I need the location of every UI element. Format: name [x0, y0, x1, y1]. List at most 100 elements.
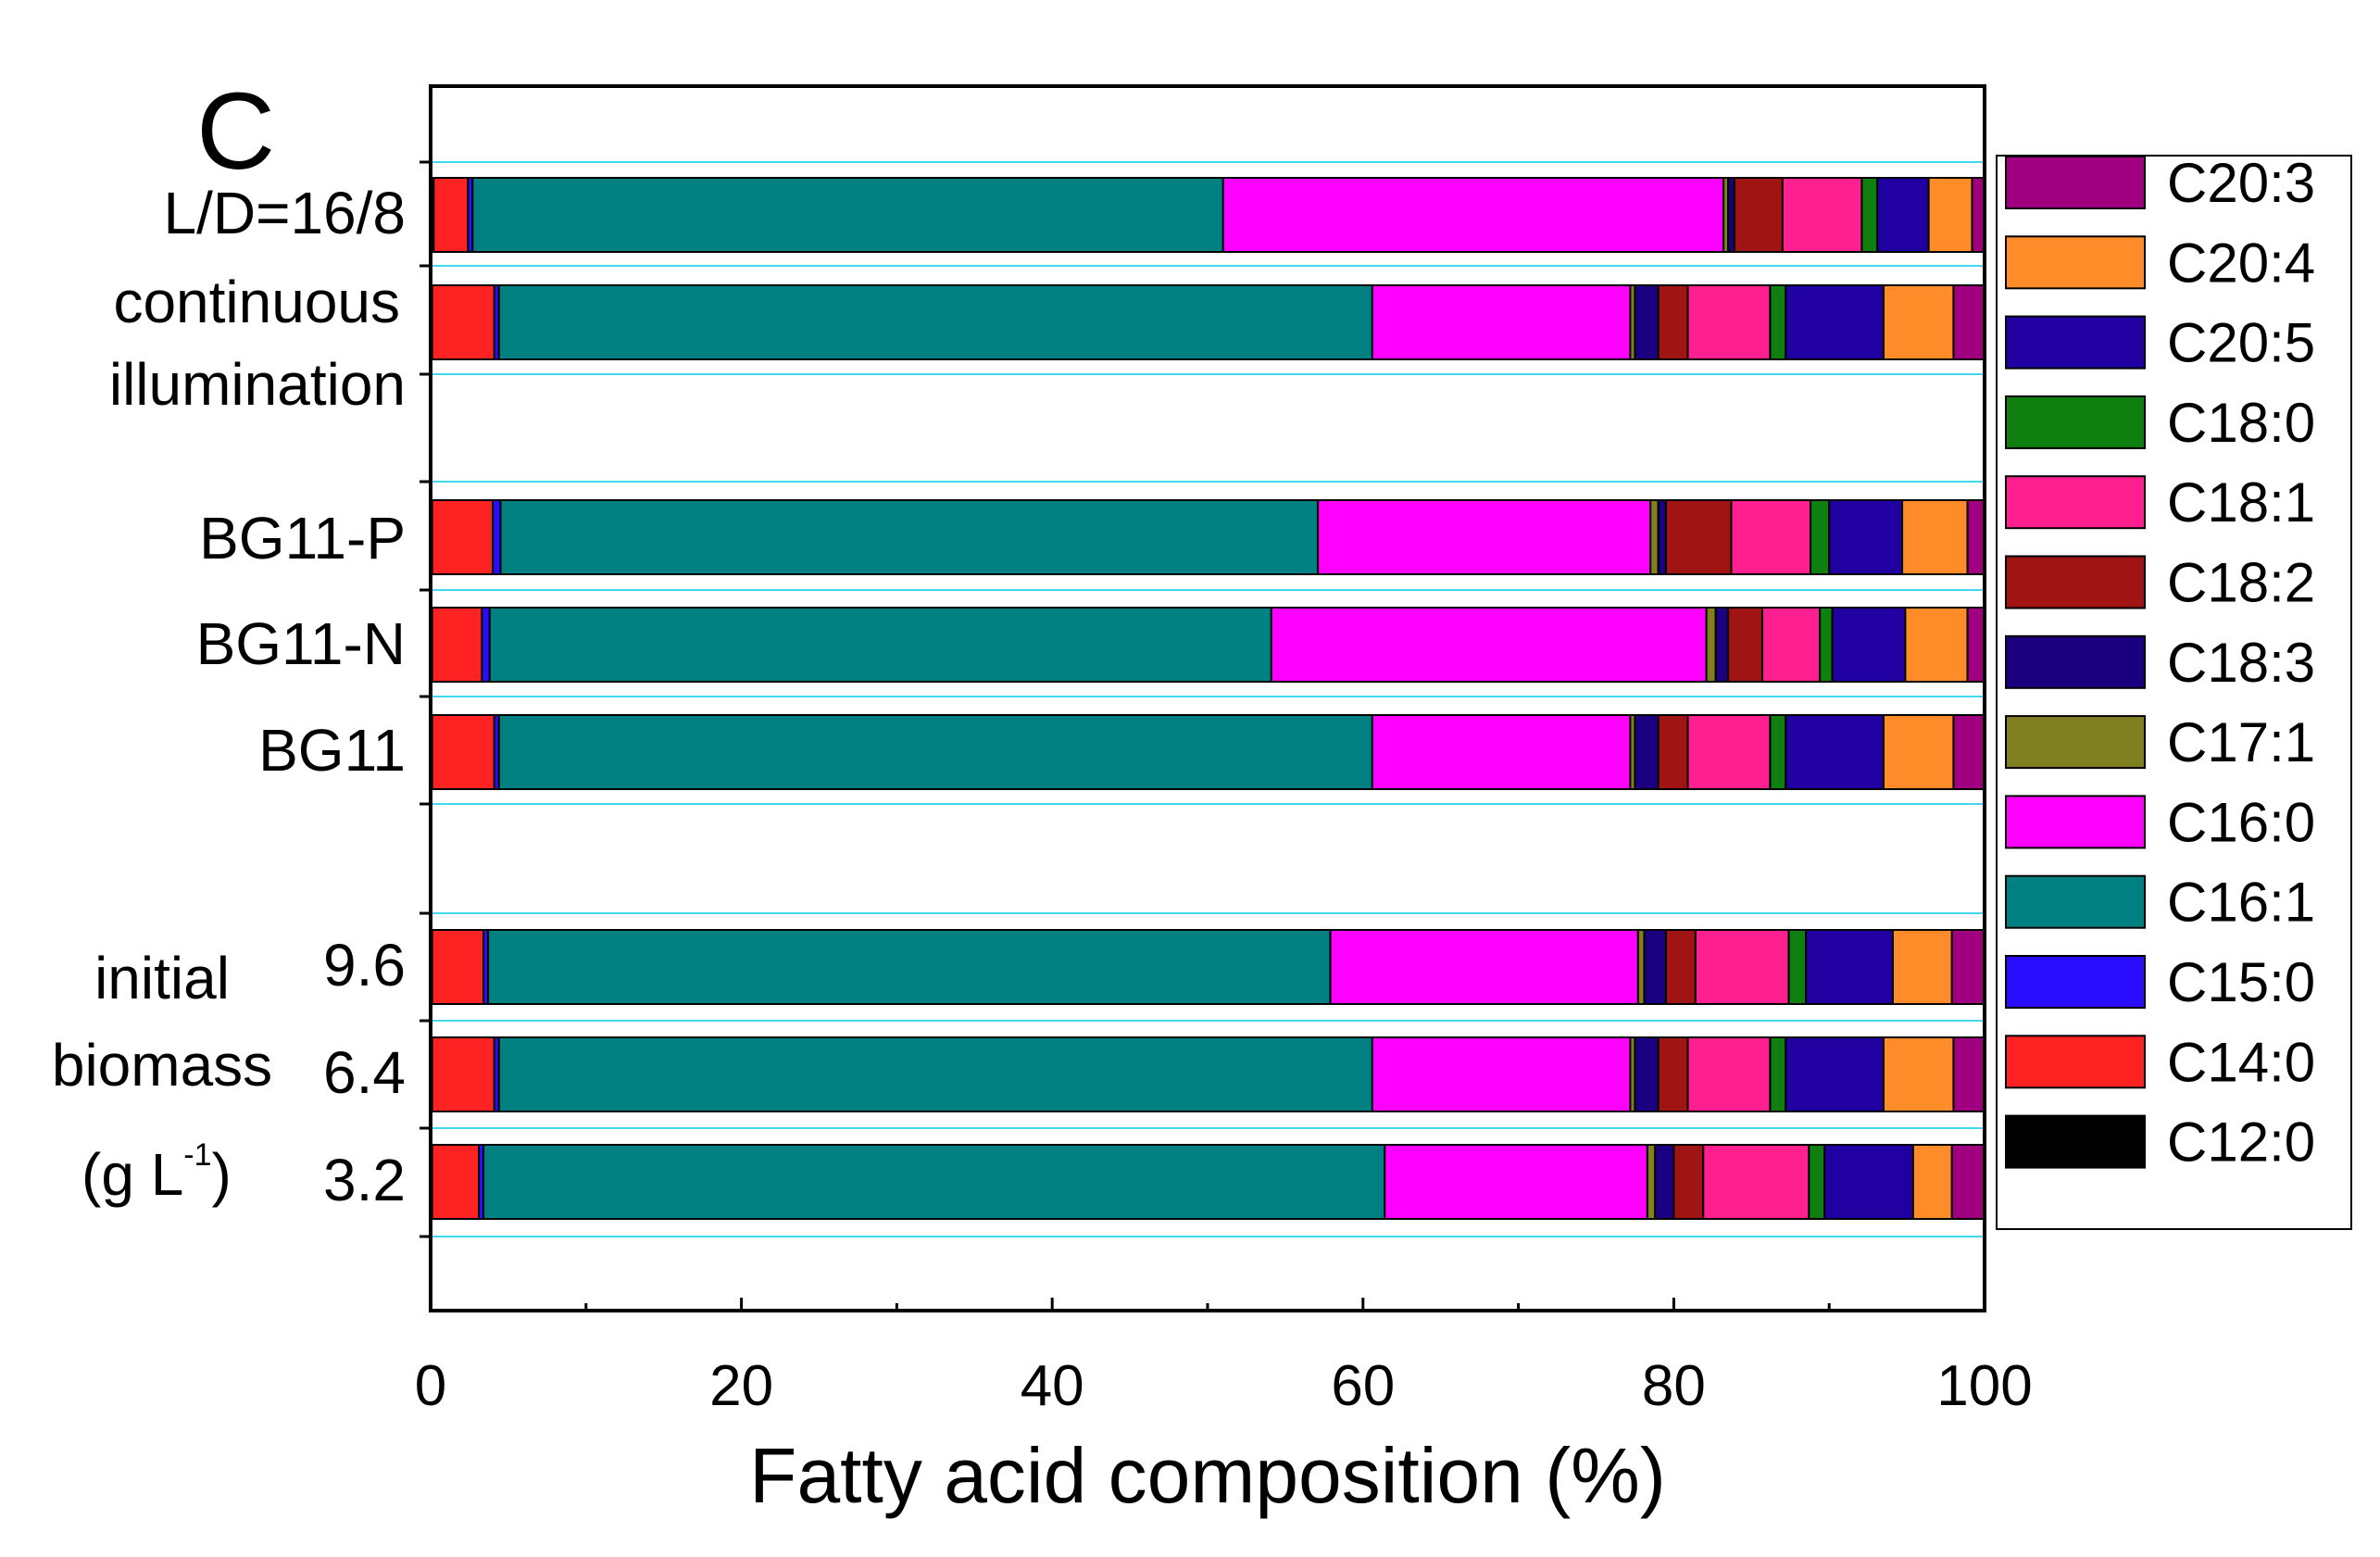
legend-swatch-c20-4 — [2005, 235, 2146, 290]
bar-segment-3-2-c16-0 — [1384, 1144, 1648, 1220]
bar-segment-l-d-16-8-c20-5 — [1876, 177, 1930, 253]
bar-segment-6-4-c14-0 — [431, 1036, 495, 1112]
bar-segment-bg11-c20-3 — [1952, 714, 1985, 790]
bar-segment-6-4-c18-1 — [1686, 1036, 1772, 1112]
legend-label-c18-1: C18:1 — [2167, 471, 2315, 534]
x-axis: 0 20 40 60 80 100 — [415, 160, 2033, 1418]
category-label-3-2: 3.2 — [323, 1147, 406, 1213]
bar-segment-bg11-p-c15-0 — [492, 499, 502, 575]
x-tick-label: 80 — [1642, 1354, 1706, 1418]
bar-segment-9-6-c20-5 — [1805, 929, 1894, 1005]
bar-segment-continuous-illumination-c18-3 — [1634, 284, 1660, 360]
bar-segment-bg11-c18-3 — [1634, 714, 1660, 790]
units-superscript: -1 — [183, 1137, 211, 1173]
x-tick-label: 100 — [1936, 1354, 2032, 1418]
bar-segment-9-6-c14-0 — [431, 929, 485, 1005]
bar-segment-continuous-illumination-c20-3 — [1952, 284, 1985, 360]
legend-entry-c18-0: C18:0 — [2005, 392, 2315, 454]
bar-segment-3-2-c18-2 — [1672, 1144, 1705, 1220]
bar-segment-3-2-c20-5 — [1823, 1144, 1914, 1220]
bar-segment-6-4-c20-5 — [1785, 1036, 1885, 1112]
category-label-ld: L/D=16/8 — [163, 180, 406, 246]
bar-segment-6-4-c18-0 — [1769, 1036, 1787, 1112]
group-label-units: (g L-1) — [81, 1137, 232, 1208]
bar-segment-bg11-p-c20-5 — [1828, 499, 1904, 575]
bar-segment-bg11-p-c16-0 — [1317, 499, 1652, 575]
bar-segment-6-4-c16-0 — [1371, 1036, 1632, 1112]
bar-segment-3-2-c18-3 — [1654, 1144, 1675, 1220]
legend-swatch-c20-5 — [2005, 315, 2146, 370]
bar-segment-3-2-c20-4 — [1911, 1144, 1953, 1220]
category-label-illumination: illumination — [109, 351, 406, 418]
bar-segment-3-2-c16-1 — [482, 1144, 1386, 1220]
bar-bg11 — [430, 714, 1985, 790]
bar-segment-bg11-p-c20-3 — [1966, 499, 1985, 575]
legend-entry-c18-2: C18:2 — [2005, 552, 2315, 614]
legend-label-c18-2: C18:2 — [2167, 552, 2315, 614]
bar-segment-bg11-c18-0 — [1769, 714, 1787, 790]
group-label-initial: initial — [94, 945, 230, 1011]
bar-l-d-16-8 — [430, 177, 1985, 253]
legend-label-c14-0: C14:0 — [2167, 1031, 2315, 1093]
bar-segment-9-6-c18-2 — [1665, 929, 1697, 1005]
bar-segment-bg11-c16-1 — [497, 714, 1373, 790]
legend-label-c17-1: C17:1 — [2167, 711, 2315, 773]
bar-segment-9-6-c16-1 — [487, 929, 1332, 1005]
legend-swatch-c12-0 — [2005, 1114, 2146, 1169]
bar-segment-bg11-p-c14-0 — [431, 499, 495, 575]
legend-swatch-c18-2 — [2005, 555, 2146, 609]
bar-segment-bg11-p-c18-3 — [1657, 499, 1668, 575]
bar-segment-continuous-illumination-c18-1 — [1686, 284, 1772, 360]
bar-segment-9-6-c20-3 — [1950, 929, 1985, 1005]
bar-segment-9-6-c18-1 — [1694, 929, 1790, 1005]
legend-label-c20-3: C20:3 — [2167, 152, 2315, 214]
bar-3-2 — [430, 1144, 1985, 1220]
legend-swatch-c16-0 — [2005, 795, 2146, 849]
legend-entry-c12-0: C12:0 — [2005, 1111, 2315, 1174]
category-label-bg11-n: BG11-N — [196, 610, 406, 677]
bar-6-4 — [430, 1036, 1985, 1112]
bar-bg11-n — [430, 607, 1985, 683]
bar-segment-continuous-illumination-c14-0 — [431, 284, 495, 360]
x-tick-label: 60 — [1331, 1354, 1395, 1418]
bar-segment-bg11-n-c20-5 — [1831, 607, 1907, 683]
category-label-continuous: continuous — [113, 269, 400, 335]
legend-swatch-c15-0 — [2005, 955, 2146, 1009]
bar-segment-bg11-n-c20-3 — [1966, 607, 1985, 683]
legend-entry-c18-3: C18:3 — [2005, 632, 2315, 694]
bar-segment-bg11-n-c18-1 — [1761, 607, 1822, 683]
legend-label-c18-3: C18:3 — [2167, 632, 2315, 694]
bar-segment-6-4-c18-2 — [1657, 1036, 1689, 1112]
legend-entry-c17-1: C17:1 — [2005, 711, 2315, 773]
bar-segment-bg11-c18-2 — [1657, 714, 1689, 790]
bar-segment-6-4-c20-4 — [1882, 1036, 1955, 1112]
bar-segment-continuous-illumination-c20-5 — [1785, 284, 1885, 360]
bar-segment-continuous-illumination-c18-0 — [1769, 284, 1787, 360]
bar-segment-6-4-c20-3 — [1952, 1036, 1985, 1112]
category-label-bg11-p: BG11-P — [199, 505, 406, 571]
x-tick-label: 0 — [415, 1354, 446, 1418]
bar-segment-bg11-n-c15-0 — [481, 607, 491, 683]
bar-segment-bg11-p-c20-4 — [1901, 499, 1969, 575]
bar-segment-3-2-c18-1 — [1702, 1144, 1810, 1220]
category-label-9-6: 9.6 — [323, 932, 406, 998]
legend-entry-c18-1: C18:1 — [2005, 471, 2315, 534]
bar-segment-9-6-c18-3 — [1643, 929, 1668, 1005]
x-tick-label: 40 — [1021, 1354, 1084, 1418]
x-tick-label: 20 — [709, 1354, 773, 1418]
legend-label-c16-1: C16:1 — [2167, 872, 2315, 934]
bar-segment-l-d-16-8-c20-3 — [1971, 177, 1985, 253]
bar-bg11-p — [430, 499, 1985, 575]
legend-entry-c16-0: C16:0 — [2005, 791, 2315, 853]
bar-segment-9-6-c18-0 — [1787, 929, 1808, 1005]
bar-segment-3-2-c18-0 — [1808, 1144, 1826, 1220]
legend-swatch-c20-3 — [2005, 156, 2146, 209]
bar-segment-continuous-illumination-c20-4 — [1882, 284, 1955, 360]
bar-segment-bg11-p-c18-1 — [1730, 499, 1812, 575]
stacked-bars — [430, 177, 1985, 1220]
legend-label-c16-0: C16:0 — [2167, 791, 2315, 853]
bar-segment-bg11-n-c18-3 — [1714, 607, 1730, 683]
plot-frame — [429, 84, 1986, 1312]
legend-entry-c20-5: C20:5 — [2005, 312, 2315, 374]
bar-segment-bg11-n-c17-1 — [1705, 607, 1717, 683]
